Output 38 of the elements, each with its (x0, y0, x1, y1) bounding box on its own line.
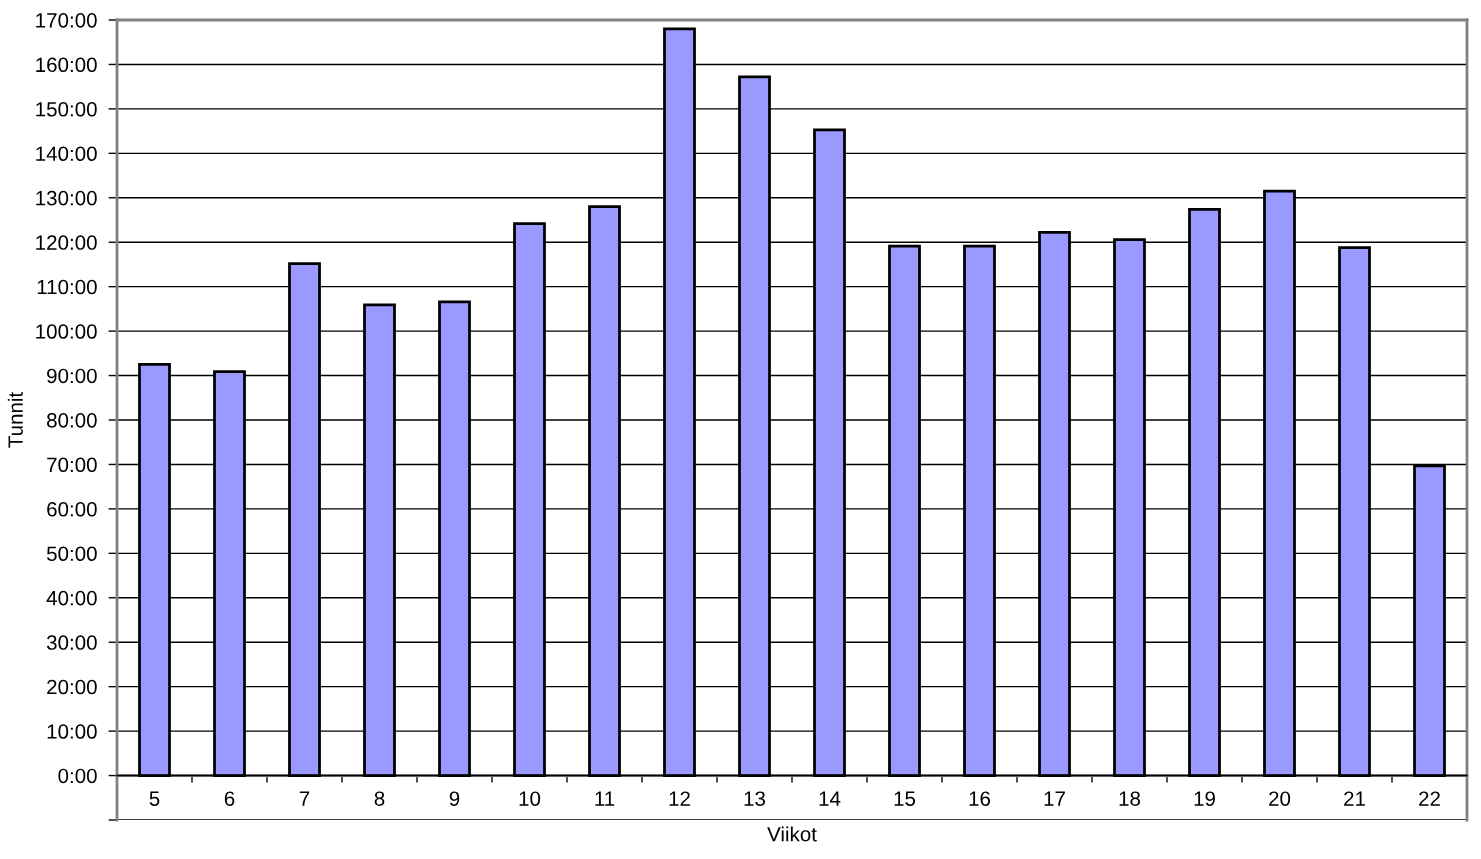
x-axis-title: Viikot (767, 826, 817, 842)
x-tick-label: 8 (374, 791, 385, 806)
y-tick-label: 30:00 (46, 635, 97, 650)
x-tick-label: 12 (669, 791, 690, 806)
y-tick-label: 130:00 (36, 190, 97, 206)
x-tick-label: 14 (819, 791, 841, 806)
y-tick-label: 50:00 (46, 546, 97, 561)
x-tick-label: 11 (595, 791, 615, 806)
x-tick-label: 7 (299, 791, 310, 806)
y-tick-label: 110:00 (37, 279, 97, 295)
y-tick-label: 140:00 (36, 146, 97, 161)
x-tick-label: 15 (894, 791, 916, 806)
y-tick-label: 20:00 (47, 679, 97, 695)
y-tick-label: 80:00 (47, 413, 97, 428)
x-tick-label: 22 (1419, 791, 1440, 806)
x-tick-label: 13 (744, 791, 766, 806)
x-tick-label: 6 (224, 791, 235, 806)
x-tick-label: 10 (519, 791, 541, 806)
y-tick-label: 150:00 (36, 101, 97, 117)
x-tick-label: 20 (1269, 791, 1291, 806)
y-tick-label: 160:00 (36, 57, 97, 73)
y-tick-label: 60:00 (47, 501, 97, 517)
y-tick-label: 90:00 (47, 368, 97, 384)
x-tick-label: 5 (149, 791, 160, 806)
x-tick-label: 19 (1194, 791, 1215, 806)
x-tick-label: 18 (1119, 791, 1141, 806)
y-tick-label: 170:00 (36, 13, 97, 28)
x-tick-label: 17 (1044, 791, 1065, 806)
y-axis-title: Tunnit (7, 391, 23, 448)
x-tick-label: 16 (969, 791, 991, 806)
x-tick-label: 9 (449, 791, 460, 806)
y-tick-label: 120:00 (36, 235, 97, 250)
y-tick-label: 40:00 (46, 590, 97, 606)
y-tick-label: 100:00 (36, 324, 97, 339)
x-tick-label: 21 (1344, 791, 1365, 806)
y-tick-label: 0:00 (58, 768, 97, 784)
y-tick-label: 10:00 (47, 724, 97, 739)
y-tick-label: 70:00 (47, 457, 97, 473)
